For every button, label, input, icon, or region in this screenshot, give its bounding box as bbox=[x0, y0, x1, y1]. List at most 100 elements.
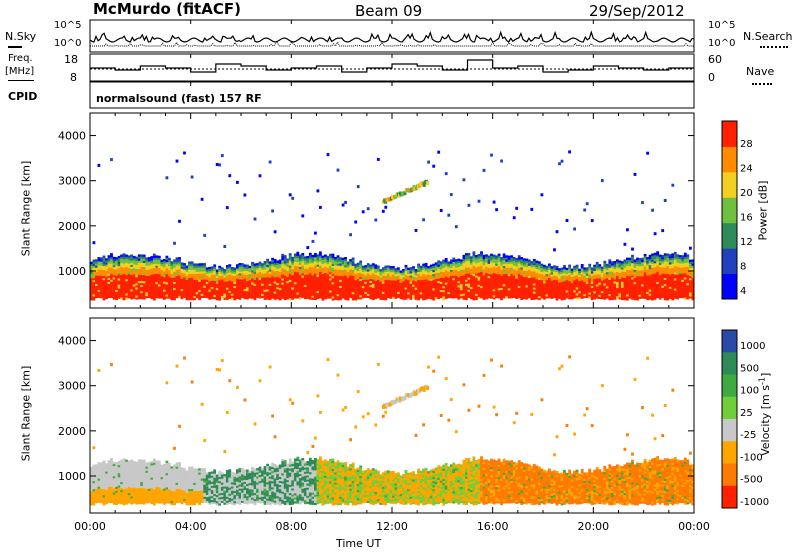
power-cell bbox=[397, 281, 400, 284]
power-cell bbox=[452, 267, 456, 271]
power-cell bbox=[150, 264, 154, 267]
power-cell bbox=[102, 290, 106, 293]
power-cell bbox=[532, 269, 536, 272]
power-cell bbox=[683, 281, 687, 284]
power-cell bbox=[145, 271, 149, 274]
power-cell bbox=[668, 272, 672, 275]
power-cell bbox=[298, 272, 302, 276]
power-cell bbox=[283, 275, 287, 278]
power-cell bbox=[306, 268, 310, 271]
power-cell bbox=[678, 271, 682, 274]
power-cell bbox=[168, 270, 171, 273]
power-cell bbox=[656, 295, 660, 299]
power-cell bbox=[432, 288, 436, 291]
power-cell bbox=[112, 295, 116, 298]
power-cell bbox=[112, 283, 116, 286]
power-cell bbox=[225, 283, 229, 286]
power-cell bbox=[228, 288, 232, 291]
power-cell bbox=[175, 269, 179, 272]
power-cell bbox=[462, 289, 466, 292]
power-cell bbox=[482, 260, 486, 264]
power-cell bbox=[324, 291, 327, 294]
power-cell bbox=[588, 278, 592, 281]
power-cell bbox=[465, 297, 468, 301]
power-cell bbox=[540, 267, 544, 270]
power-cell bbox=[643, 262, 647, 265]
power-cell bbox=[331, 290, 335, 293]
power-cell bbox=[95, 283, 98, 286]
power-cell bbox=[273, 273, 277, 276]
power-cell bbox=[515, 274, 519, 277]
power-cell bbox=[266, 297, 269, 300]
power-cell bbox=[112, 273, 116, 276]
power-cell bbox=[580, 264, 584, 267]
power-cell bbox=[122, 255, 126, 258]
power-cell bbox=[288, 265, 292, 268]
power-cell bbox=[470, 288, 473, 292]
power-cell bbox=[590, 273, 594, 276]
power-cell bbox=[666, 294, 670, 297]
power-cell bbox=[107, 267, 111, 270]
power-cell bbox=[429, 284, 433, 288]
power-cell bbox=[538, 279, 541, 282]
power-cell bbox=[258, 269, 262, 272]
power-cell bbox=[170, 287, 174, 290]
power-cell bbox=[668, 276, 672, 279]
power-cell bbox=[633, 294, 637, 297]
power-cell bbox=[175, 275, 179, 278]
velocity-cell bbox=[112, 469, 116, 473]
power-cell bbox=[414, 289, 418, 292]
power-cell bbox=[510, 261, 514, 264]
power-cell bbox=[251, 261, 254, 265]
power-cell bbox=[364, 293, 368, 296]
velocity-cell bbox=[110, 494, 113, 497]
power-cell bbox=[258, 267, 262, 270]
power-cell bbox=[135, 256, 139, 259]
power-cell bbox=[485, 264, 488, 267]
power-cell bbox=[475, 279, 478, 282]
power-cell bbox=[296, 270, 300, 273]
velocity-cell bbox=[92, 489, 96, 492]
date-title: 29/Sep/2012 bbox=[589, 2, 685, 20]
power-cell bbox=[502, 261, 506, 264]
power-cell bbox=[286, 258, 290, 261]
power-cell bbox=[351, 261, 355, 264]
power-cell bbox=[100, 273, 103, 276]
power-cell bbox=[439, 209, 443, 212]
power-cell bbox=[273, 265, 277, 268]
power-cell bbox=[673, 296, 677, 299]
power-cell bbox=[467, 287, 471, 290]
power-cell bbox=[213, 268, 217, 271]
power-cell bbox=[633, 298, 637, 301]
power-cell bbox=[384, 271, 388, 274]
power-cell bbox=[165, 257, 169, 260]
power-cell bbox=[178, 269, 181, 272]
power-cell bbox=[558, 296, 561, 299]
power-cell bbox=[268, 271, 272, 274]
power-cell bbox=[525, 293, 529, 296]
power-cell bbox=[293, 259, 297, 262]
power-cell bbox=[689, 290, 692, 293]
power-cell bbox=[341, 284, 345, 287]
station-title: McMurdo (fitACF) bbox=[93, 0, 241, 18]
power-cell bbox=[344, 291, 347, 294]
power-cell bbox=[600, 268, 604, 271]
power-cell bbox=[593, 268, 597, 271]
power-cell bbox=[485, 266, 488, 269]
power-cell bbox=[585, 269, 589, 272]
power-cell bbox=[263, 261, 267, 264]
power-cell bbox=[565, 286, 569, 289]
power-cell bbox=[316, 270, 320, 273]
power-cell bbox=[497, 275, 501, 279]
power-cell bbox=[507, 292, 511, 295]
power-cell bbox=[314, 297, 317, 300]
power-cell bbox=[251, 292, 254, 295]
power-cell bbox=[500, 261, 503, 264]
power-cell bbox=[90, 282, 93, 285]
power-cell bbox=[550, 280, 554, 283]
velocity-cell bbox=[100, 482, 103, 485]
power-cell bbox=[142, 254, 146, 257]
power-cell bbox=[173, 267, 176, 270]
power-cell bbox=[198, 287, 201, 290]
velocity-cell bbox=[100, 464, 103, 467]
